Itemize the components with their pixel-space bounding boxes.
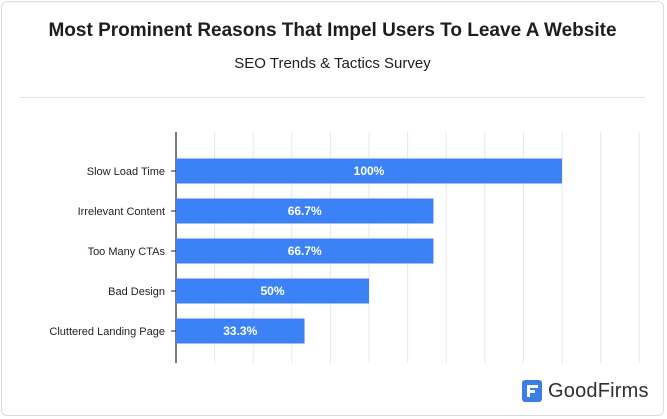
category-label: Cluttered Landing Page [49, 326, 165, 338]
bar [176, 158, 562, 184]
bar [176, 198, 434, 224]
category-label: Irrelevant Content [78, 206, 165, 218]
brand-name: GoodFirms [548, 379, 649, 402]
data-label: 66.7% [288, 204, 322, 218]
chart-title: Most Prominent Reasons That Impel Users … [48, 20, 617, 41]
data-label: 50% [260, 284, 284, 298]
bar [176, 238, 434, 264]
brand-logo: GoodFirms [522, 378, 649, 404]
data-label: 100% [354, 164, 385, 178]
chart-subtitle: SEO Trends & Tactics Survey [234, 55, 431, 72]
header-divider [20, 97, 645, 98]
category-label: Bad Design [108, 286, 165, 298]
bar [176, 318, 305, 344]
goodfirms-logo-icon [522, 380, 542, 402]
bar [176, 278, 369, 304]
category-label: Slow Load Time [87, 166, 165, 178]
data-label: 66.7% [288, 244, 322, 258]
category-label: Too Many CTAs [88, 246, 166, 258]
data-label: 33.3% [223, 324, 257, 338]
